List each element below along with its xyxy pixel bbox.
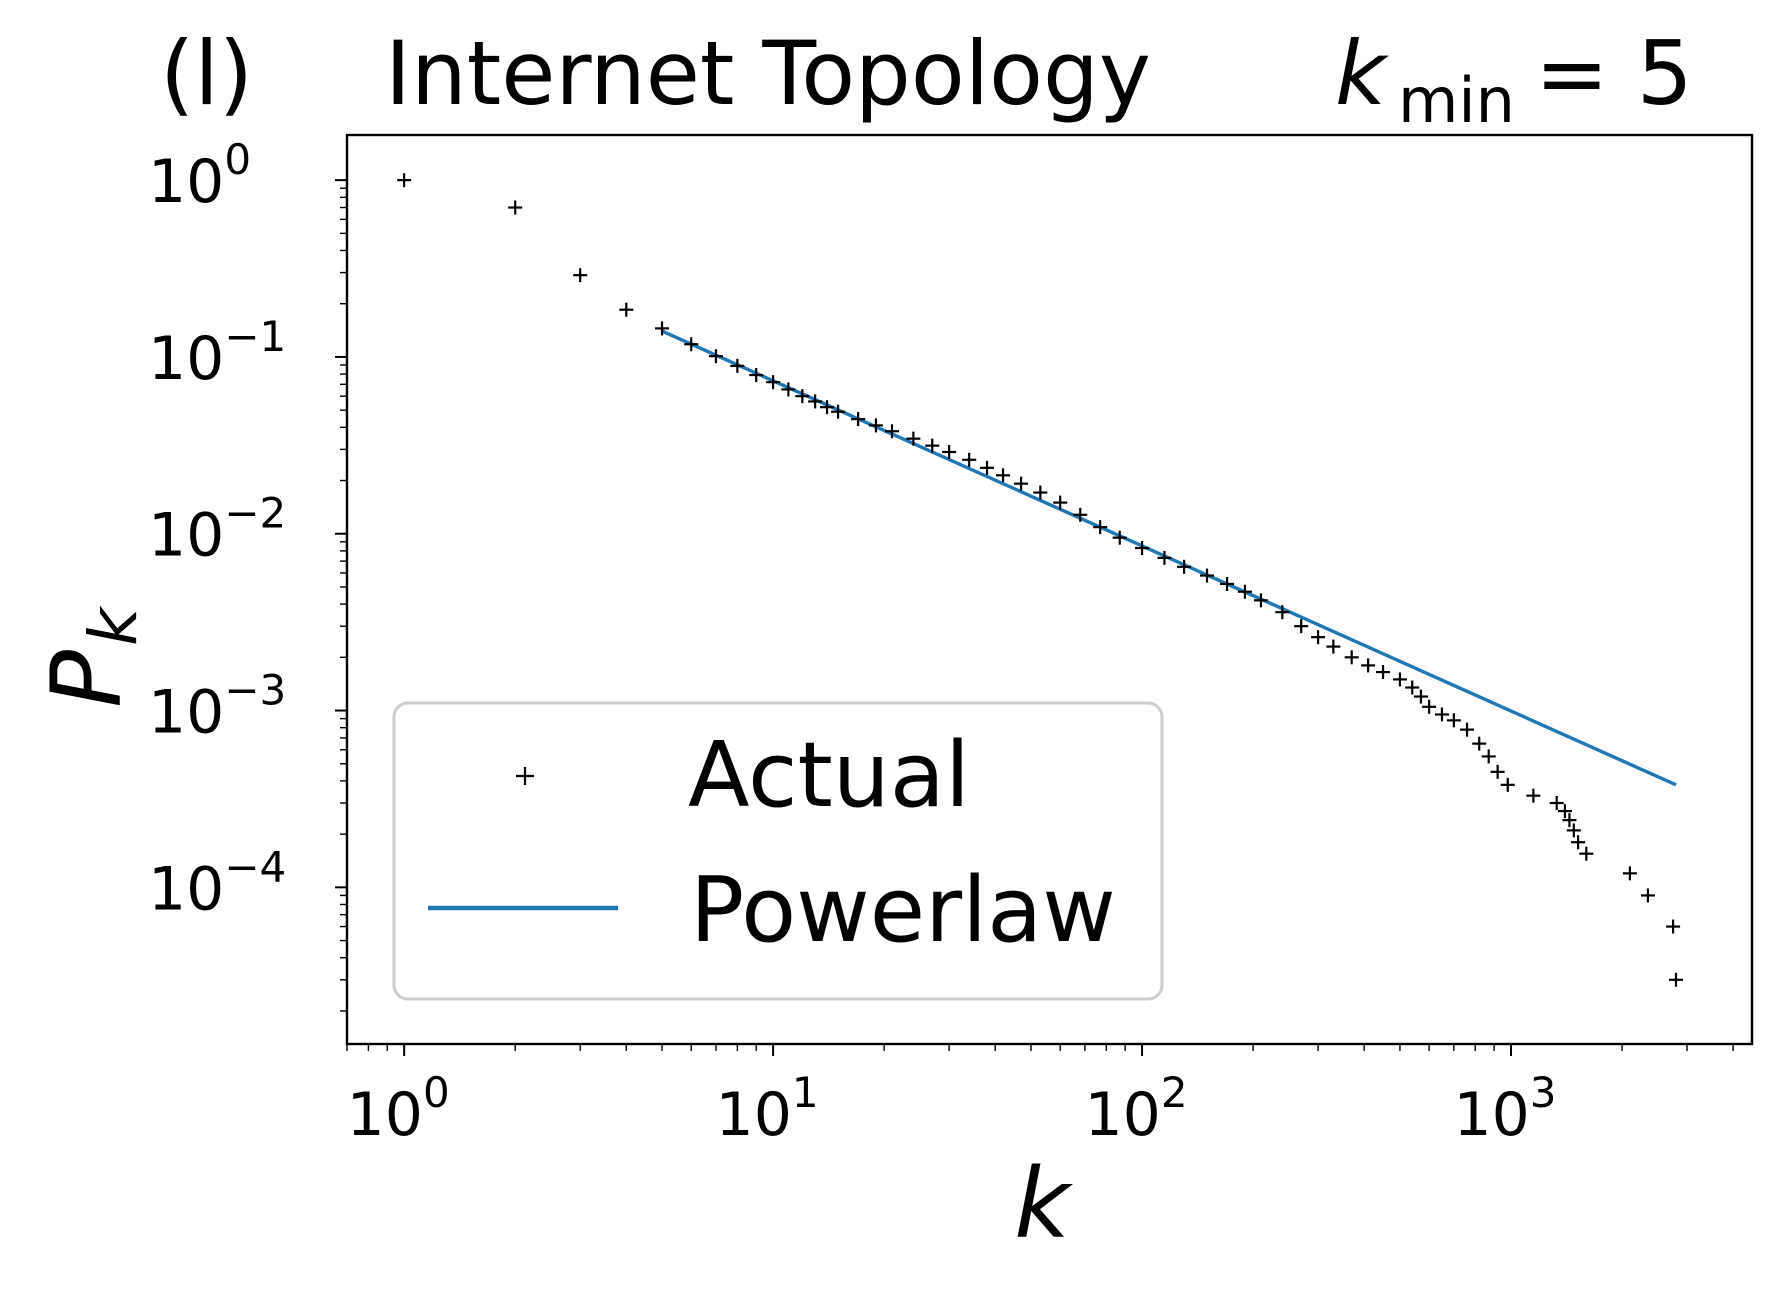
data-point [619, 302, 634, 317]
data-point [808, 394, 823, 409]
data-point [655, 321, 670, 336]
data-point [884, 424, 899, 439]
x-tick-label: 101 [716, 1068, 819, 1150]
chart-title-text: Internet Topology [385, 22, 1151, 125]
x-tick-label: 103 [1453, 1068, 1556, 1150]
data-point [1490, 764, 1505, 779]
legend: Actual Powerlaw [392, 701, 1164, 1001]
data-point [962, 452, 977, 467]
data-point [996, 468, 1011, 483]
data-point [1033, 485, 1048, 500]
y-axis-label: P k [31, 605, 152, 708]
data-point [1344, 650, 1359, 665]
data-point [781, 382, 796, 397]
data-point [684, 337, 699, 352]
data-point [1666, 919, 1681, 934]
x-axis-label: k [1014, 1148, 1073, 1260]
data-point [1526, 788, 1541, 803]
data-point [1640, 888, 1655, 903]
data-point [1294, 619, 1309, 634]
data-point [730, 358, 745, 373]
data-point [1135, 541, 1150, 556]
legend-box [392, 701, 1164, 1001]
data-point [1622, 866, 1637, 881]
chart-title: Internet Topology [385, 22, 1151, 125]
data-point [795, 389, 810, 404]
data-point [851, 412, 866, 427]
data-point [831, 404, 846, 419]
data-point [1579, 846, 1594, 861]
y-axis-label-main: P [31, 650, 143, 708]
data-point [1311, 630, 1326, 645]
data-point [1481, 749, 1496, 764]
chart-title-kmin: k [1335, 22, 1389, 125]
data-point [1177, 559, 1192, 574]
data-point [1014, 476, 1029, 491]
x-tick-label: 102 [1085, 1068, 1188, 1150]
data-point [1275, 605, 1290, 620]
data-point [708, 349, 723, 364]
data-point [1376, 665, 1391, 680]
data-point [1446, 713, 1461, 728]
data-point [1434, 707, 1449, 722]
data-point [1157, 550, 1172, 565]
data-point [1112, 530, 1127, 545]
data-point [1053, 495, 1068, 510]
data-point [906, 431, 921, 446]
data-point [1472, 736, 1487, 751]
data-point [1220, 576, 1235, 591]
data-point [1093, 520, 1108, 535]
data-point [397, 173, 412, 188]
x-axis: 100 101 102 103 [346, 1044, 1734, 1150]
data-point [1500, 777, 1515, 792]
actual-series [397, 173, 1683, 987]
data-point [1460, 722, 1475, 737]
data-point [868, 418, 883, 433]
data-point [1549, 795, 1564, 810]
data-point [1422, 699, 1437, 714]
data-point [1557, 804, 1572, 819]
y-tick-label: 10−3 [148, 666, 286, 748]
data-point [942, 444, 957, 459]
data-point [749, 368, 764, 383]
data-point [1566, 823, 1581, 838]
data-point [573, 268, 588, 283]
data-point [1571, 835, 1586, 850]
data-point [1405, 680, 1420, 695]
legend-label-powerlaw: Powerlaw [690, 858, 1116, 963]
y-axis: 100 10−1 10−2 10−3 10−4 [148, 135, 347, 1012]
data-point [1668, 972, 1683, 987]
chart-title-kmin-sub: min [1398, 64, 1515, 137]
data-point [1413, 689, 1428, 704]
data-point [766, 375, 781, 390]
data-point [1237, 584, 1252, 599]
data-point [1326, 639, 1341, 654]
y-axis-label-sub: k [75, 605, 152, 646]
chart-title-kmin-value: = 5 [1535, 22, 1693, 125]
y-tick-label: 10−2 [148, 489, 286, 571]
data-point [925, 438, 940, 453]
y-tick-label: 10−4 [148, 842, 286, 924]
data-point [1073, 507, 1088, 522]
data-point [1361, 658, 1376, 673]
y-tick-label: 100 [148, 135, 251, 217]
data-point [820, 400, 835, 415]
y-tick-label: 10−1 [148, 312, 286, 394]
data-point [1200, 568, 1215, 583]
plot-area [345, 133, 1754, 1046]
data-point [980, 460, 995, 475]
data-point [1562, 813, 1577, 828]
legend-marker-actual [516, 767, 534, 785]
data-point [1253, 593, 1268, 608]
data-point [1392, 672, 1407, 687]
legend-label-actual: Actual [688, 723, 970, 828]
x-tick-label: 100 [347, 1068, 450, 1150]
panel-label: (l) [160, 22, 253, 125]
data-point [508, 200, 523, 215]
